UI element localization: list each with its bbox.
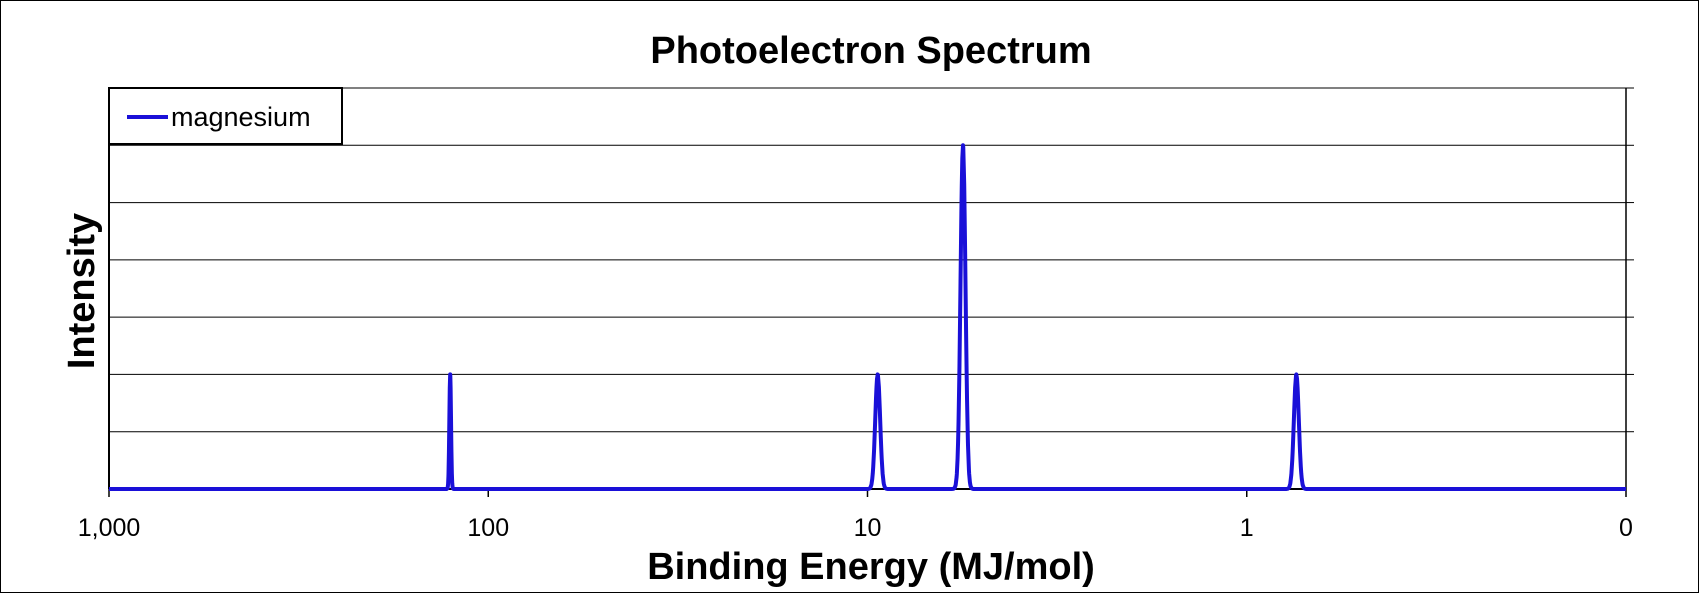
axes bbox=[108, 88, 1627, 490]
gridlines bbox=[109, 87, 1634, 433]
y-axis-title: Intensity bbox=[61, 213, 103, 369]
chart-title: Photoelectron Spectrum bbox=[650, 30, 1091, 72]
x-tick-label: 10 bbox=[854, 514, 882, 542]
x-axis-title: Binding Energy (MJ/mol) bbox=[647, 546, 1095, 588]
series-line-magnesium bbox=[107, 143, 1628, 491]
x-tick-label: 100 bbox=[467, 514, 509, 542]
x-tick-labels: 1,000 100 10 1 0 bbox=[78, 489, 1633, 542]
x-tick-label: 1,000 bbox=[78, 514, 141, 542]
legend-label-magnesium: magnesium bbox=[171, 102, 311, 132]
x-tick-label: 1 bbox=[1240, 514, 1254, 542]
legend: magnesium bbox=[108, 87, 343, 145]
x-tick-label: 0 bbox=[1619, 514, 1633, 542]
series-layer bbox=[107, 143, 1628, 491]
